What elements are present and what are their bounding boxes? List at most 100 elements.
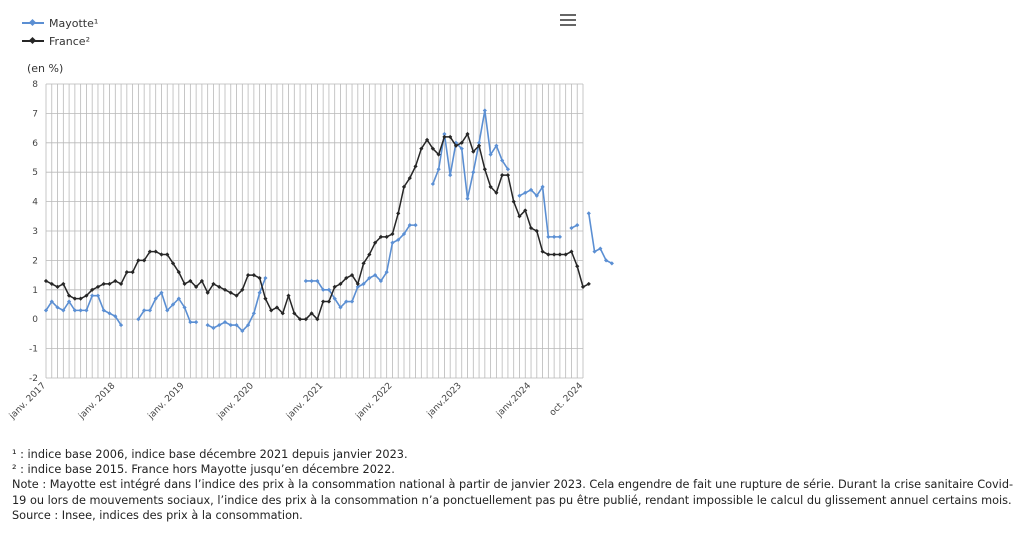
data-point[interactable] bbox=[442, 134, 447, 140]
data-point[interactable] bbox=[523, 208, 528, 213]
data-point[interactable] bbox=[373, 240, 378, 245]
data-point[interactable] bbox=[263, 296, 268, 301]
data-point[interactable] bbox=[413, 223, 418, 228]
data-point[interactable] bbox=[419, 146, 424, 151]
data-point[interactable] bbox=[136, 317, 141, 322]
data-point[interactable] bbox=[72, 308, 77, 313]
data-point[interactable] bbox=[251, 311, 256, 316]
data-point[interactable] bbox=[170, 261, 176, 266]
data-point[interactable] bbox=[182, 305, 187, 310]
data-point[interactable] bbox=[113, 278, 118, 284]
data-point[interactable] bbox=[66, 293, 72, 298]
data-point[interactable] bbox=[118, 281, 124, 287]
data-point[interactable] bbox=[182, 281, 187, 287]
data-point[interactable] bbox=[136, 258, 141, 263]
data-point[interactable] bbox=[580, 284, 586, 289]
data-point[interactable] bbox=[211, 325, 216, 331]
data-point[interactable] bbox=[586, 281, 591, 287]
data-point[interactable] bbox=[609, 261, 614, 266]
data-point[interactable] bbox=[78, 308, 83, 313]
data-point[interactable] bbox=[361, 281, 366, 287]
data-point[interactable] bbox=[592, 249, 597, 254]
data-point[interactable] bbox=[528, 187, 534, 192]
data-point[interactable] bbox=[257, 275, 262, 281]
data-point[interactable] bbox=[338, 305, 343, 310]
data-point[interactable] bbox=[401, 231, 407, 237]
data-point[interactable] bbox=[147, 308, 153, 313]
data-point[interactable] bbox=[384, 270, 389, 275]
data-point[interactable] bbox=[101, 281, 106, 287]
data-point[interactable] bbox=[55, 284, 60, 289]
data-point[interactable] bbox=[494, 190, 499, 195]
data-point[interactable] bbox=[234, 293, 239, 298]
data-point[interactable] bbox=[332, 284, 337, 289]
data-point[interactable] bbox=[165, 308, 170, 313]
data-point[interactable] bbox=[384, 234, 389, 239]
data-point[interactable] bbox=[500, 173, 505, 178]
data-point[interactable] bbox=[211, 281, 216, 287]
data-point[interactable] bbox=[309, 278, 314, 284]
data-point[interactable] bbox=[494, 143, 499, 148]
data-point[interactable] bbox=[217, 284, 222, 289]
data-point[interactable] bbox=[448, 134, 453, 140]
data-point[interactable] bbox=[251, 273, 256, 278]
data-point[interactable] bbox=[603, 258, 609, 263]
data-point[interactable] bbox=[107, 281, 112, 287]
data-point[interactable] bbox=[540, 249, 545, 254]
data-point[interactable] bbox=[332, 296, 337, 301]
data-point[interactable] bbox=[292, 311, 297, 316]
data-point[interactable] bbox=[390, 231, 395, 237]
data-point[interactable] bbox=[72, 296, 77, 301]
data-point[interactable] bbox=[315, 317, 320, 322]
data-point[interactable] bbox=[118, 322, 124, 328]
data-point[interactable] bbox=[430, 181, 435, 187]
data-point[interactable] bbox=[147, 249, 153, 254]
data-point[interactable] bbox=[367, 275, 372, 281]
data-point[interactable] bbox=[396, 237, 401, 242]
hamburger-menu-icon[interactable] bbox=[560, 14, 576, 28]
data-point[interactable] bbox=[188, 278, 193, 284]
legend-item-mayotte[interactable]: Mayotte¹ bbox=[22, 14, 98, 32]
data-point[interactable] bbox=[563, 252, 568, 257]
data-point[interactable] bbox=[349, 299, 355, 304]
data-point[interactable] bbox=[165, 252, 170, 257]
data-point[interactable] bbox=[488, 152, 493, 157]
data-point[interactable] bbox=[338, 281, 343, 287]
data-point[interactable] bbox=[436, 167, 441, 172]
data-point[interactable] bbox=[459, 146, 464, 151]
data-point[interactable] bbox=[465, 196, 470, 201]
data-point[interactable] bbox=[297, 317, 303, 322]
legend[interactable]: Mayotte¹ France² bbox=[22, 14, 98, 50]
data-point[interactable] bbox=[436, 152, 441, 157]
data-point[interactable] bbox=[557, 234, 563, 239]
data-point[interactable] bbox=[413, 164, 418, 169]
data-point[interactable] bbox=[245, 273, 251, 278]
data-point[interactable] bbox=[142, 308, 147, 313]
data-point[interactable] bbox=[528, 225, 534, 231]
data-point[interactable] bbox=[355, 281, 360, 287]
data-point[interactable] bbox=[194, 284, 199, 289]
data-point[interactable] bbox=[142, 258, 147, 263]
data-point[interactable] bbox=[390, 240, 395, 245]
data-point[interactable] bbox=[234, 322, 239, 328]
data-point[interactable] bbox=[245, 322, 251, 328]
data-point[interactable] bbox=[159, 252, 164, 257]
data-point[interactable] bbox=[557, 252, 563, 257]
data-point[interactable] bbox=[222, 287, 228, 292]
data-point[interactable] bbox=[540, 184, 545, 189]
data-point[interactable] bbox=[78, 296, 83, 301]
data-point[interactable] bbox=[378, 234, 384, 239]
data-point[interactable] bbox=[453, 140, 459, 145]
data-point[interactable] bbox=[130, 270, 135, 275]
data-point[interactable] bbox=[586, 211, 591, 216]
data-point[interactable] bbox=[546, 252, 551, 257]
data-point[interactable] bbox=[49, 299, 54, 304]
data-point[interactable] bbox=[49, 281, 54, 287]
data-point[interactable] bbox=[424, 137, 430, 142]
data-point[interactable] bbox=[113, 314, 118, 319]
data-point[interactable] bbox=[575, 264, 580, 269]
data-point[interactable] bbox=[453, 143, 459, 148]
data-point[interactable] bbox=[263, 275, 268, 281]
data-point[interactable] bbox=[534, 193, 539, 198]
data-point[interactable] bbox=[199, 278, 205, 284]
